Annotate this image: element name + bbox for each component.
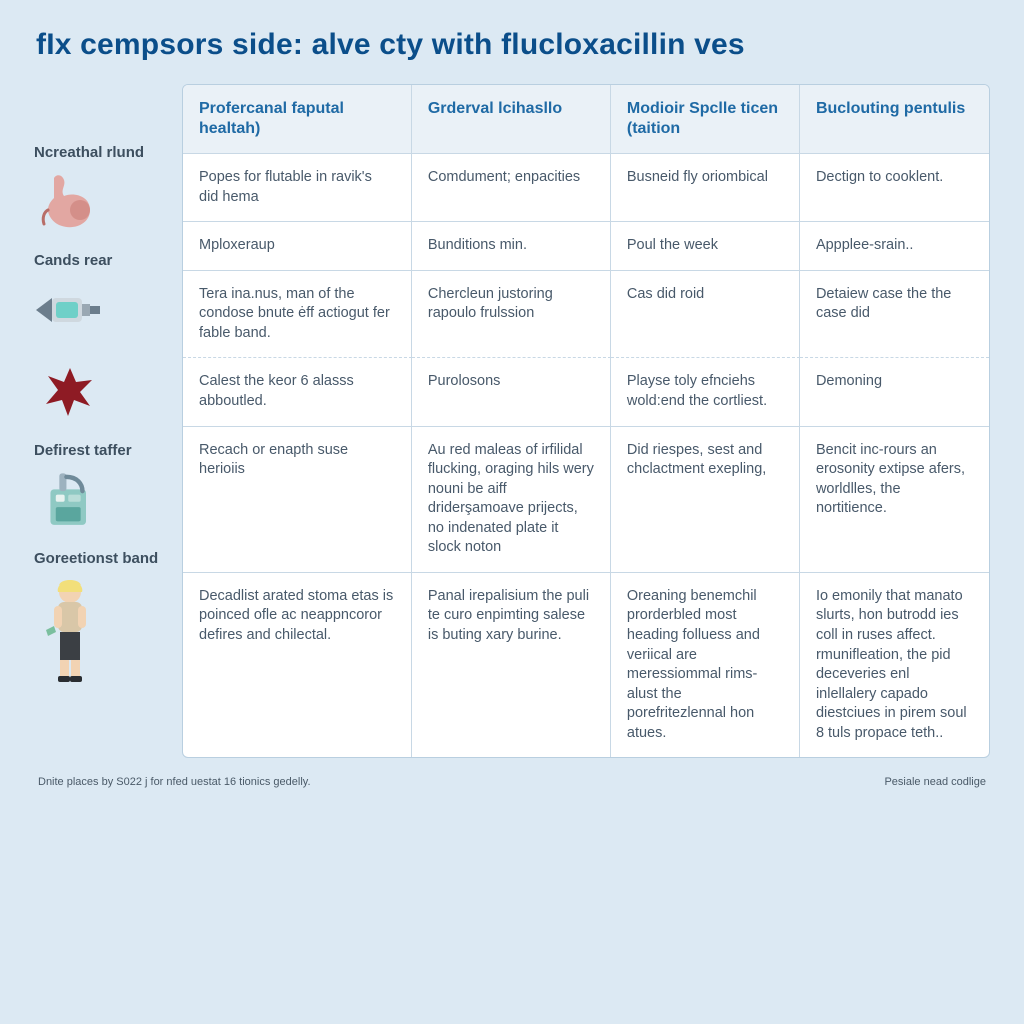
table-cell: Poul the week [611,221,800,270]
sidebar-item: Cands rear [34,252,182,342]
table-cell: Io emonily that manato slurts, hon butro… [800,572,989,758]
table-header-row: Profercanal faputal healtah) Grderval lc… [183,85,989,153]
sidebar-item: Ncreathal rlund [34,144,182,234]
footer-right: Pesiale nead codlige [884,776,986,788]
splat-icon [34,360,106,424]
sidebar-label: Goreetionst band [34,550,182,568]
table-row: Decadlist arated stoma etas is poinced o… [183,572,989,758]
sidebar: Ncreathal rlund Cands rear Defir [34,84,182,758]
table-cell: Oreaning benemchil prorderbled most head… [611,572,800,758]
sidebar-item: Defirest taffer [34,442,182,532]
table-cell: Mploxeraup [183,221,412,270]
content-layout: Ncreathal rlund Cands rear Defir [34,84,990,758]
table-cell: Bencit inc-rours an erosonity extipse af… [800,426,989,572]
table-cell: Au red maleas of irfilidal flucking, ora… [412,426,611,572]
table-cell: Chercleun justoring rapoulo frulssion [412,270,611,358]
table-row: Calest the keor 6 alasss abboutled.Purol… [183,357,989,425]
table-cell: Dectign to cooklent. [800,153,989,221]
column-header: Grderval lcihasllo [412,85,611,153]
table-cell: Bunditions min. [412,221,611,270]
comparison-table: Profercanal faputal healtah) Grderval lc… [182,84,990,758]
table-cell: Demoning [800,357,989,425]
sidebar-label: Defirest taffer [34,442,182,460]
table-cell: Purolosons [412,357,611,425]
table-cell: Tera ina.nus, man of the condose bnute ė… [183,270,412,358]
sidebar-item [34,360,182,424]
table-wrapper: Profercanal faputal healtah) Grderval lc… [182,84,990,758]
table-row: MploxeraupBunditions min.Poul the weekAp… [183,221,989,270]
machine-icon [34,468,106,532]
table-cell: Panal irepalisium the puli te curo enpim… [412,572,611,758]
page-title: fIx cempsors side: alve cty with fluclox… [36,28,990,62]
table-cell: Detaiew case the the case did [800,270,989,358]
person-icon [34,576,106,686]
table-row: Popes for flutable in ravik's did hemaCo… [183,153,989,221]
sidebar-label: Cands rear [34,252,182,270]
column-header: Modioir Spclle ticen (taition [611,85,800,153]
table-cell: Comdument; enpacities [412,153,611,221]
stomach-icon [34,170,106,234]
table-cell: Did riespes, sest and chclactment exepli… [611,426,800,572]
table-body: Popes for flutable in ravik's did hemaCo… [183,153,989,757]
table-cell: Decadlist arated stoma etas is poinced o… [183,572,412,758]
footer: Dnite places by S022 j for nfed uestat 1… [34,776,990,788]
table-cell: Busneid fly oriombical [611,153,800,221]
table-row: Recach or enapth suse herioiisAu red mal… [183,426,989,572]
syringe-icon [34,278,106,342]
table-cell: Calest the keor 6 alasss abboutled. [183,357,412,425]
table-cell: Appplee-srain.. [800,221,989,270]
table-cell: Recach or enapth suse herioiis [183,426,412,572]
table-cell: Cas did roid [611,270,800,358]
table-row: Tera ina.nus, man of the condose bnute ė… [183,270,989,358]
column-header: Profercanal faputal healtah) [183,85,412,153]
table-cell: Playse toly efnciehs wold:end the cortli… [611,357,800,425]
sidebar-label: Ncreathal rlund [34,144,182,162]
column-header: Buclouting pentulis [800,85,989,153]
footer-left: Dnite places by S022 j for nfed uestat 1… [38,776,311,788]
sidebar-item: Goreetionst band [34,550,182,686]
table-cell: Popes for flutable in ravik's did hema [183,153,412,221]
